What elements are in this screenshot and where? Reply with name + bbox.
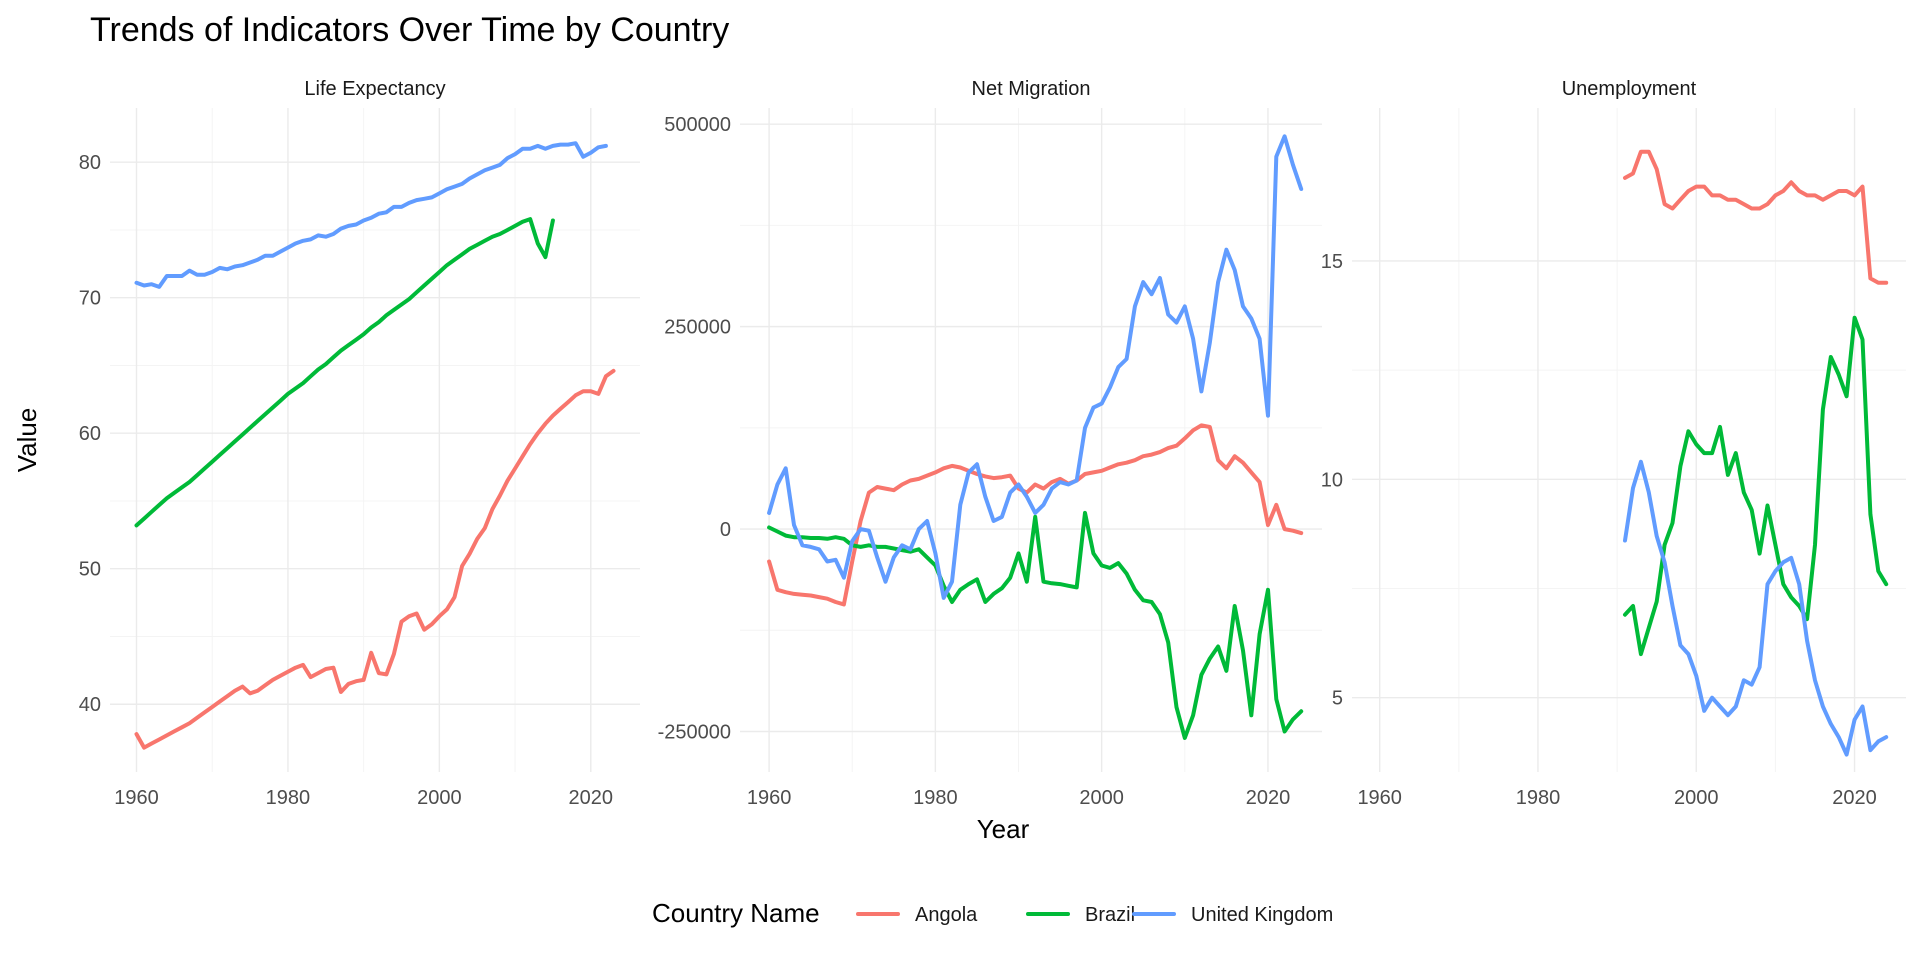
legend-label-united-kingdom: United Kingdom (1191, 904, 1333, 926)
series-line-brazil-net-migration (767, 510, 1304, 740)
x-tick-label: 1980 (1516, 787, 1561, 809)
x-tick-label: 1960 (1357, 787, 1402, 809)
x-axis-title: Year (977, 814, 1030, 844)
x-tick-label: 2020 (1246, 787, 1291, 809)
y-tick-label: 15 (1321, 251, 1343, 273)
y-tick-label: -250000 (658, 722, 731, 744)
facet-strip-label-life-expectancy: Life Expectancy (304, 78, 445, 100)
y-tick-label: 50 (79, 559, 101, 581)
y-tick-label: 500000 (664, 114, 731, 136)
x-tick-label: 1980 (266, 787, 311, 809)
x-tick-label: 1960 (114, 787, 159, 809)
facet-panel-life-expectancy: 1960 1980 2000 2020 40 50 60 70 80 Life Expectanc… (79, 78, 640, 809)
facet-strip-label-unemployment: Unemployment (1562, 78, 1697, 100)
y-tick-label: 40 (79, 694, 101, 716)
legend: Country Name Angola Brazil United Kingdo… (652, 898, 1333, 928)
series-line-united-kingdom-net-migration (767, 134, 1304, 600)
x-tick-label: 2020 (1832, 787, 1877, 809)
x-tick-label: 2000 (417, 787, 462, 809)
x-tick-label: 1960 (747, 787, 792, 809)
facet-strip-label-net-migration: Net Migration (972, 78, 1091, 100)
y-tick-label: 70 (79, 288, 101, 310)
series-line-angola-unemployment (1623, 149, 1889, 285)
chart-title: Trends of Indicators Over Time by Countr… (90, 11, 729, 49)
x-tick-label: 1980 (913, 787, 958, 809)
series-line-brazil-unemployment (1623, 315, 1889, 657)
series-line-united-kingdom-unemployment (1623, 459, 1889, 757)
x-tick-label: 2000 (1674, 787, 1719, 809)
facet-panel-net-migration: 1960 1980 2000 2020 -250000 0 250000 500000 Net … (658, 78, 1322, 809)
facet-panel-unemployment: 1960 1980 2000 2020 5 10 15 Unemployment (1321, 78, 1906, 809)
y-tick-label: 0 (720, 519, 731, 541)
y-tick-label: 250000 (664, 317, 731, 339)
series-line-angola-life-expectancy (134, 368, 616, 750)
series-line-united-kingdom-life-expectancy (134, 141, 608, 289)
y-axis-title: Value (12, 408, 42, 473)
series-line-angola-net-migration (767, 423, 1304, 607)
y-tick-label: 10 (1321, 469, 1343, 491)
series-line-brazil-life-expectancy (134, 217, 555, 528)
y-tick-label: 60 (79, 423, 101, 445)
legend-label-angola: Angola (915, 904, 978, 926)
x-tick-label: 2020 (569, 787, 614, 809)
legend-title: Country Name (652, 898, 820, 928)
y-tick-label: 5 (1332, 688, 1343, 710)
x-tick-label: 2000 (1079, 787, 1124, 809)
legend-label-brazil: Brazil (1085, 904, 1135, 926)
y-tick-label: 80 (79, 152, 101, 174)
